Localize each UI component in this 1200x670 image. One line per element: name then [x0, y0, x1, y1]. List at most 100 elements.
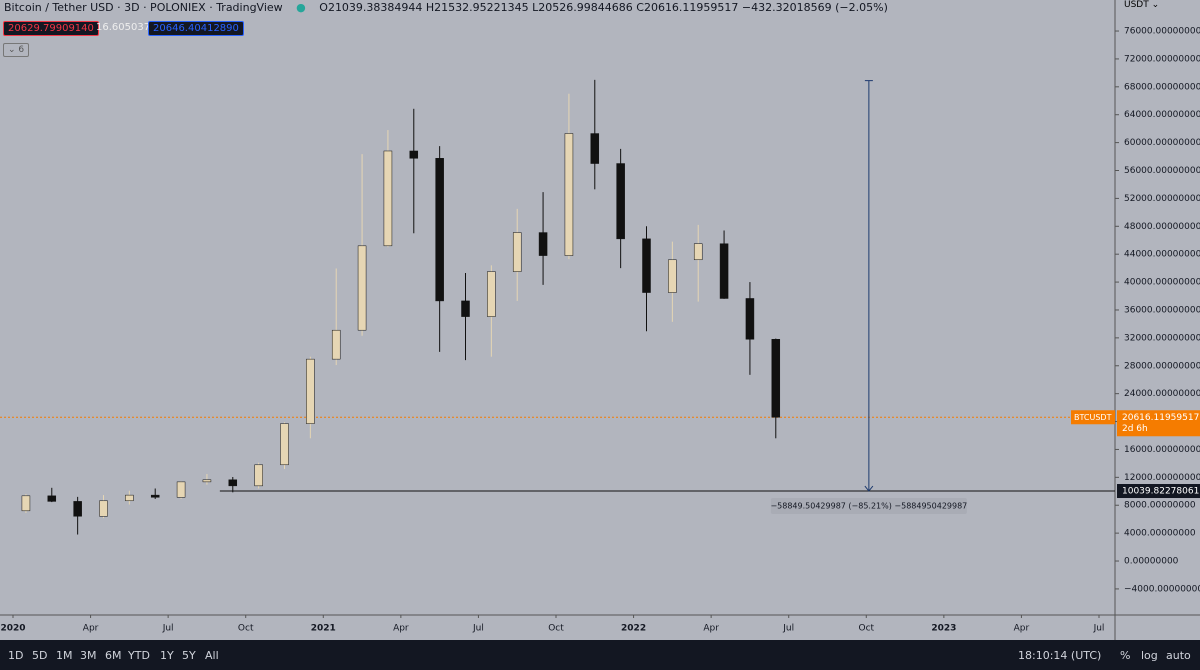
- candle-body: [47, 495, 57, 502]
- symbol-label-bg: [1071, 410, 1115, 425]
- candle-body: [745, 298, 755, 340]
- candle-body: [228, 479, 238, 487]
- candle-body: [564, 133, 574, 256]
- candle-body: [409, 150, 419, 159]
- level-label-bg: [1117, 484, 1200, 499]
- candle-body: [202, 479, 212, 483]
- candle-body: [512, 232, 522, 272]
- y-tick-label: 0.00000000: [1124, 557, 1179, 567]
- buy-button[interactable]: 20646.40412890: [148, 21, 244, 36]
- y-tick-label: 12000.00000000: [1124, 473, 1200, 483]
- y-tick-label: 68000.00000000: [1124, 82, 1200, 92]
- bottom-toolbar: 18:10:14 (UTC) % log auto 1D 5D 1M 3M 6M YTD 1…: [0, 640, 1200, 670]
- x-tick-label: 2023: [931, 624, 956, 634]
- x-tick-label: Oct: [238, 624, 254, 634]
- range-button[interactable]: 6M: [105, 649, 122, 662]
- currency-menu[interactable]: USDT ⌄: [1124, 0, 1160, 10]
- candle-body: [73, 501, 82, 517]
- y-tick-label: 48000.00000000: [1124, 222, 1200, 232]
- y-tick-label: 76000.00000000: [1124, 27, 1200, 37]
- x-tick-label: Apr: [393, 624, 409, 634]
- candle-body: [306, 358, 315, 424]
- y-tick-label: 44000.00000000: [1124, 250, 1200, 260]
- range-button[interactable]: YTD: [128, 649, 150, 662]
- candle-body: [21, 495, 31, 512]
- y-tick-label: 24000.00000000: [1124, 389, 1200, 399]
- x-tick-label: Apr: [83, 624, 99, 634]
- y-tick-label: 64000.00000000: [1124, 110, 1200, 120]
- ohlc: O21039.38384944 H21532.95221345 L20526.9…: [319, 1, 888, 14]
- x-tick-label: 2021: [311, 624, 336, 634]
- clock: 18:10:14 (UTC): [1018, 649, 1102, 662]
- symbol-label: BTCUSDT: [1074, 413, 1112, 422]
- x-tick-label: Jul: [472, 624, 484, 634]
- x-tick-label: Oct: [548, 624, 564, 634]
- candle-body: [719, 243, 729, 299]
- y-tick-label: 4000.00000000: [1124, 529, 1196, 539]
- x-tick-label: Jul: [782, 624, 794, 634]
- price-axis-bg: [1115, 0, 1200, 640]
- range-button[interactable]: 1M: [56, 649, 73, 662]
- legend: Bitcoin / Tether USD · 3D · POLONIEX · T…: [4, 1, 898, 14]
- candle-body: [668, 259, 677, 293]
- y-tick-label: 60000.00000000: [1124, 138, 1200, 148]
- range-button[interactable]: 5Y: [182, 649, 196, 662]
- chart: −4000.00000000 0.00000000 4000.00000000 800…: [0, 0, 1200, 640]
- y-tick-label: 16000.00000000: [1124, 445, 1200, 455]
- y-tick-label: 72000.00000000: [1124, 54, 1200, 64]
- range-button[interactable]: 3M: [80, 649, 97, 662]
- symbol-title: Bitcoin / Tether USD · 3D · POLONIEX · T…: [4, 1, 283, 14]
- range-button[interactable]: All: [205, 649, 219, 662]
- range-button[interactable]: 1Y: [160, 649, 174, 662]
- candle-body: [254, 464, 263, 487]
- x-tick-label: 2022: [621, 624, 646, 634]
- auto-toggle[interactable]: auto: [1166, 649, 1191, 662]
- candle-body: [435, 158, 444, 302]
- candle-body: [357, 245, 367, 331]
- candle-body: [616, 163, 625, 240]
- x-tick-label: Jul: [162, 624, 174, 634]
- last-price-bg: [1117, 410, 1200, 437]
- y-tick-label: 36000.00000000: [1124, 305, 1200, 315]
- y-tick-label: −4000.00000000: [1124, 584, 1200, 594]
- measure-label: −58849.50429987 (−85.21%) −5884950429987: [770, 502, 967, 511]
- x-tick-label: Apr: [1014, 624, 1030, 634]
- candle-body: [150, 494, 160, 498]
- x-tick-label: Oct: [859, 624, 875, 634]
- y-tick-label: 40000.00000000: [1124, 278, 1200, 288]
- indicators-toggle[interactable]: ⌄ 6: [3, 43, 30, 57]
- spread: 16.60503750: [96, 22, 163, 33]
- countdown: 2d 6h: [1122, 424, 1148, 434]
- y-tick-label: 56000.00000000: [1124, 166, 1200, 176]
- range-button[interactable]: 1D: [8, 649, 24, 662]
- candle-body: [99, 500, 108, 517]
- y-tick-label: 28000.00000000: [1124, 361, 1200, 371]
- candle-body: [590, 133, 600, 164]
- range-button[interactable]: 5D: [32, 649, 48, 662]
- candle-body: [176, 481, 186, 498]
- candle-body: [693, 243, 703, 261]
- dot: ●: [296, 1, 306, 14]
- sell-button[interactable]: 20629.79909140: [3, 21, 99, 36]
- percent-toggle[interactable]: %: [1120, 649, 1131, 662]
- x-tick-label: Apr: [703, 624, 719, 634]
- candle-body: [125, 494, 134, 502]
- y-tick-label: 52000.00000000: [1124, 194, 1200, 204]
- measure-head: [864, 485, 874, 492]
- candle-body: [538, 232, 548, 256]
- log-toggle[interactable]: log: [1141, 649, 1158, 662]
- x-tick-label: 2020: [0, 624, 25, 634]
- candle-body: [331, 329, 341, 360]
- x-tick-label: Jul: [1093, 624, 1105, 634]
- last-price-label: 20616.11959517: [1122, 413, 1199, 423]
- candle-body: [383, 150, 393, 247]
- measure-label-bg: [770, 498, 967, 515]
- candle-body: [280, 423, 289, 466]
- y-tick-label: 8000.00000000: [1124, 501, 1196, 511]
- candle-body: [771, 339, 781, 418]
- candle-body: [487, 271, 496, 317]
- y-tick-label: 32000.00000000: [1124, 333, 1200, 343]
- level-label: 10039.82278061: [1122, 487, 1199, 497]
- candle-body: [461, 300, 470, 317]
